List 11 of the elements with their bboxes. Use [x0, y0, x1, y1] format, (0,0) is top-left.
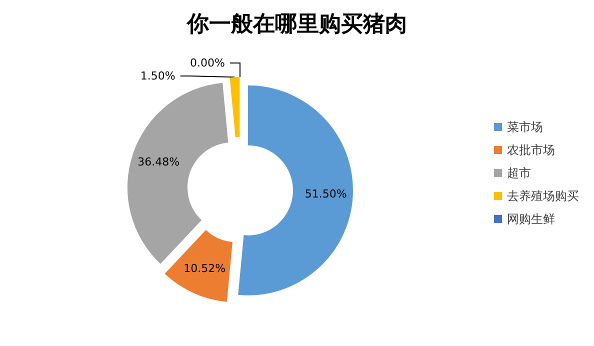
data-label: 10.52%: [184, 262, 226, 275]
text: 0.00%: [190, 56, 225, 70]
legend-label: 农批市场: [507, 143, 555, 157]
data-label: 51.50%: [304, 188, 347, 201]
data-label: 1.50%: [140, 70, 176, 83]
legend-label: 超市: [507, 166, 531, 180]
data-label: 36.48%: [138, 156, 180, 169]
legend-label: 去养殖场购买: [507, 189, 579, 203]
legend-label: 网购生鲜: [507, 212, 555, 226]
chart-title: 你一般在哪里购买猪肉: [186, 11, 407, 37]
legend-label: 菜市场: [507, 120, 543, 134]
